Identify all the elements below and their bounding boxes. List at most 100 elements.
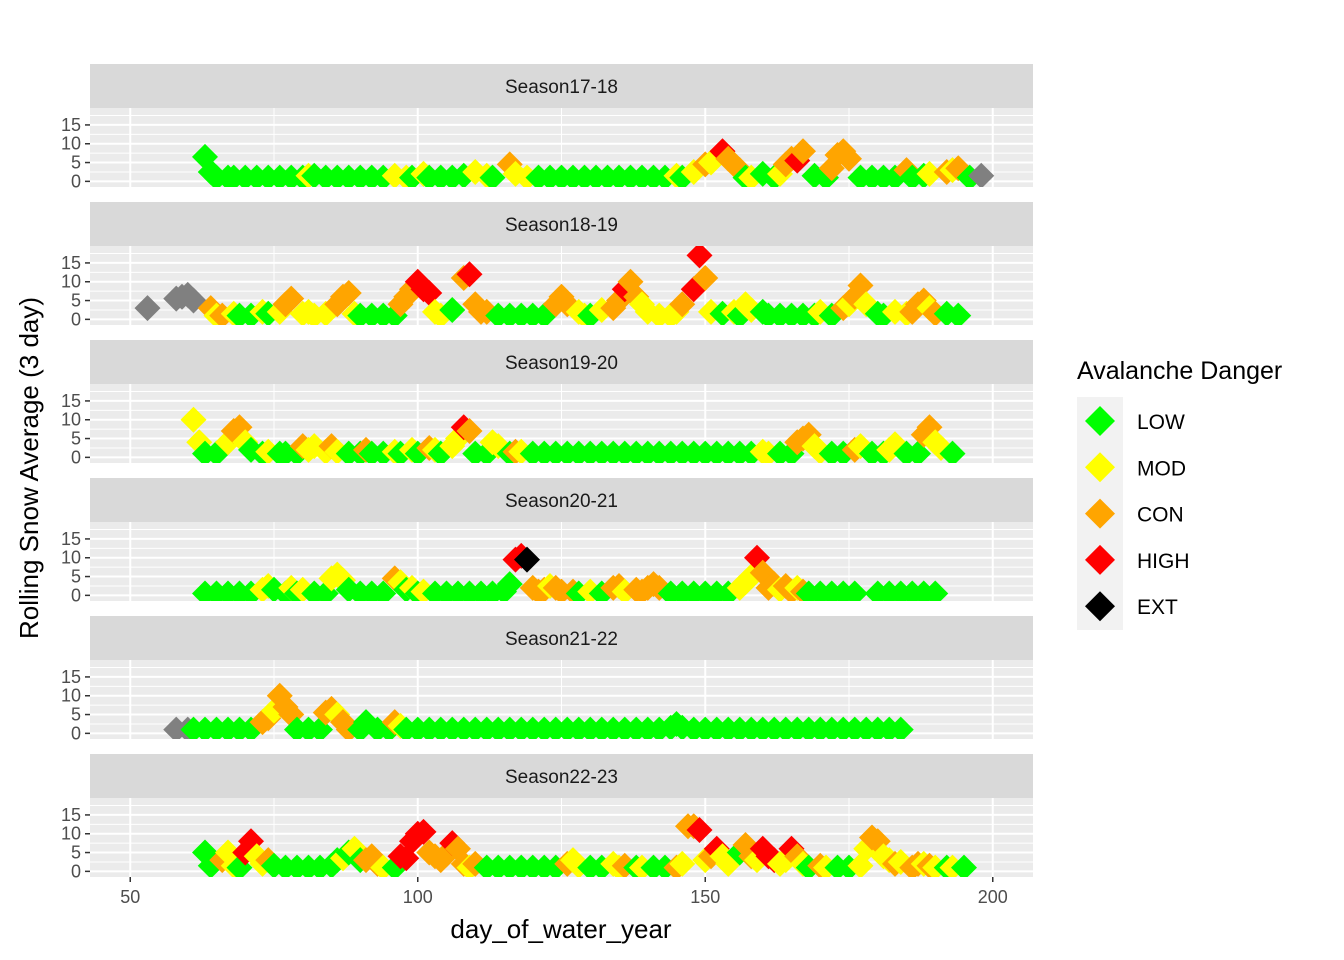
facet-strip: [90, 202, 1033, 246]
legend-title: Avalanche Danger: [1077, 357, 1282, 385]
data-point-low: [197, 852, 224, 877]
x-axis: 50 100 150 200: [120, 877, 1008, 907]
data-point-na: [134, 295, 161, 322]
data-point-low: [312, 580, 339, 601]
data-point-low: [307, 716, 333, 739]
data-point-mod: [847, 852, 874, 877]
x-tick-label: 150: [690, 887, 720, 907]
data-point-low: [479, 164, 506, 187]
data-point-low: [669, 164, 696, 187]
legend-entries: LOW MOD CON HIGH EXT: [1085, 406, 1190, 622]
data-point-low: [238, 716, 264, 739]
point-layer: [192, 138, 995, 187]
y-tick-label: 10: [61, 272, 81, 292]
facet-strip: [90, 478, 1033, 522]
point-layer: [134, 246, 972, 325]
y-axis-title: Rolling Snow Average (3 day): [14, 297, 44, 639]
legend-key-high: [1085, 544, 1115, 575]
y-tick-label: 10: [61, 824, 81, 844]
y-tick-label: 5: [71, 705, 81, 725]
data-point-low: [381, 854, 408, 877]
data-point-high: [416, 280, 443, 307]
y-tick-label: 10: [61, 410, 81, 430]
data-point-ext: [514, 546, 540, 573]
data-point-mod: [427, 302, 454, 325]
legend-label-con: CON: [1137, 504, 1184, 527]
data-point-con: [836, 145, 862, 172]
y-tick-label: 15: [61, 115, 81, 135]
data-point-low: [887, 716, 914, 739]
y-tick-label: 0: [71, 309, 81, 329]
data-point-con: [847, 272, 874, 299]
legend-key-ext: [1085, 591, 1115, 622]
legend-label-high: HIGH: [1137, 550, 1190, 573]
facet-strip: [90, 754, 1033, 798]
legend: Avalanche Danger LOW MOD CON HIGH EXT: [1077, 357, 1282, 630]
data-point-low: [450, 162, 477, 187]
y-tick-label: 5: [71, 291, 81, 311]
data-point-con: [456, 418, 483, 445]
data-point-na: [968, 162, 995, 187]
data-point-mod: [669, 850, 696, 877]
data-point-high: [410, 818, 437, 845]
data-point-low: [370, 580, 397, 601]
legend-label-ext: EXT: [1137, 596, 1178, 619]
facet-strip-label: Season20-21: [505, 491, 618, 512]
x-tick-label: 50: [120, 887, 140, 907]
data-point-low: [427, 440, 454, 463]
data-point-con: [335, 280, 362, 307]
y-tick-label: 10: [61, 548, 81, 568]
facet-strip-label: Season19-20: [505, 353, 618, 374]
legend-label-mod: MOD: [1137, 457, 1186, 480]
data-point-con: [692, 264, 719, 291]
data-point-low: [439, 296, 466, 323]
legend-label-low: LOW: [1137, 411, 1185, 434]
y-tick-label: 5: [71, 153, 81, 173]
data-point-low: [818, 302, 845, 325]
point-layer: [192, 542, 949, 601]
data-point-low: [381, 302, 408, 325]
data-point-low: [841, 580, 868, 601]
data-point-low: [905, 440, 931, 463]
y-tick-label: 0: [71, 723, 81, 743]
facet-strip: [90, 616, 1033, 660]
data-point-low: [939, 440, 966, 463]
y-tick-label: 0: [71, 585, 81, 605]
y-tick-label: 0: [71, 447, 81, 467]
y-tick-label: 15: [61, 805, 81, 825]
facet-strip-label: Season18-19: [505, 215, 618, 236]
data-point-low: [226, 854, 253, 877]
data-point-high: [456, 261, 483, 288]
point-layer: [163, 682, 914, 739]
x-axis-title: day_of_water_year: [450, 914, 671, 944]
data-point-low: [404, 440, 431, 463]
facet-strip-label: Season21-22: [505, 629, 618, 650]
data-point-con: [278, 285, 305, 312]
data-point-mod: [312, 300, 339, 325]
data-point-low: [577, 302, 604, 325]
x-tick-label: 200: [978, 887, 1008, 907]
y-tick-label: 0: [71, 861, 81, 881]
y-tick-label: 15: [61, 667, 81, 687]
data-point-high: [686, 816, 713, 843]
y-tick-label: 5: [71, 567, 81, 587]
data-point-low: [778, 440, 805, 463]
y-tick-label: 10: [61, 134, 81, 154]
data-point-mod: [180, 406, 207, 433]
legend-key-mod: [1085, 452, 1115, 483]
data-point-con: [790, 138, 816, 165]
data-point-low: [531, 302, 558, 325]
legend-key-con: [1085, 498, 1115, 529]
y-tick-label: 15: [61, 391, 81, 411]
facet-strip-label: Season17-18: [505, 77, 618, 98]
data-point-high: [686, 246, 713, 269]
y-tick-label: 5: [71, 843, 81, 863]
y-tick-label: 10: [61, 686, 81, 706]
data-point-low: [726, 302, 753, 325]
legend-key-low: [1085, 406, 1115, 436]
